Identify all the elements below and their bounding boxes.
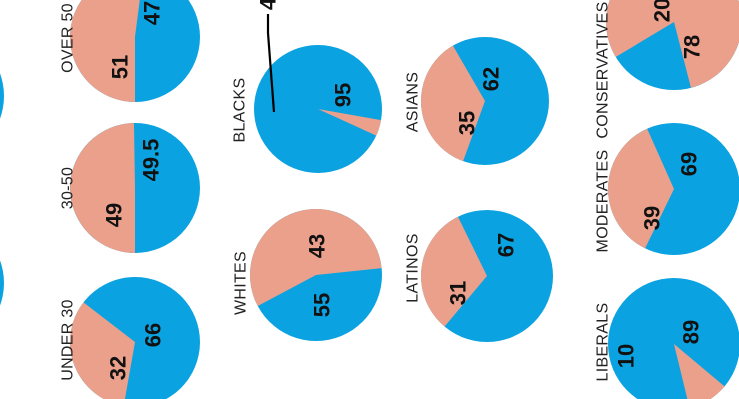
value-label-blue: 49.5	[139, 139, 164, 182]
category-label: 30-50	[60, 167, 77, 209]
category-label: WHITES	[233, 251, 250, 315]
value-label-salmon: 31	[446, 281, 471, 305]
partial-pie-1	[0, 73, 4, 119]
pie-slice-salmon	[70, 302, 135, 399]
pie-slice-salmon	[608, 128, 674, 249]
pie-slice-salmon	[318, 109, 382, 136]
pie-under-30: UNDER 30 66 32	[60, 277, 200, 399]
category-label: UNDER 30	[60, 299, 77, 381]
pie-slice-blue	[608, 278, 739, 399]
partial-pie-2	[0, 260, 4, 306]
value-label-blue: 47.	[140, 0, 165, 25]
pie-slice-salmon	[70, 123, 135, 253]
pie-asians: ASIANS 62 35	[405, 37, 549, 165]
pie-over-50: OVER 50 47. 51	[60, 0, 200, 102]
pie-slice-salmon	[420, 45, 485, 162]
pie-slice-salmon	[421, 216, 487, 327]
value-label-salmon: 49	[102, 203, 127, 227]
category-label: LATINOS	[405, 233, 422, 302]
value-label-blue: 69	[677, 152, 702, 176]
value-label-blue: 89	[679, 320, 704, 344]
pie-blacks: BLACKS 95 4	[232, 0, 382, 173]
value-label-blue: 67	[494, 233, 519, 257]
category-label: OVER 50	[60, 3, 77, 73]
category-label: MODERATES	[595, 150, 612, 253]
pie-slice-salmon	[674, 344, 725, 399]
value-label-salmon: 55	[310, 293, 335, 317]
value-label-blue: 20	[650, 0, 675, 22]
pie-slice-salmon	[606, 0, 739, 88]
value-label-salmon: 35	[455, 111, 480, 135]
pie-whites: WHITES 43 55	[233, 208, 382, 341]
category-label: BLACKS	[232, 78, 249, 143]
category-label: LIBERALS	[595, 303, 612, 382]
value-label-blue: 66	[141, 323, 166, 347]
pie-latinos: LATINOS 67 31	[405, 210, 553, 342]
value-label-salmon: 32	[106, 356, 131, 380]
pie-slice-salmon	[249, 208, 382, 306]
pie-moderates: MODERATES 69 39	[595, 123, 739, 255]
pie-slice-salmon	[70, 0, 140, 102]
pie-30-50: 30-50 49.5 49	[60, 123, 200, 253]
value-label-salmon: 78	[680, 35, 705, 59]
value-label-blue: 62	[479, 67, 504, 91]
value-label-salmon: 4	[256, 0, 281, 10]
value-label-salmon: 10	[614, 344, 639, 368]
value-label-salmon: 51	[108, 55, 133, 79]
pie-liberals: LIBERALS 89 10	[595, 278, 739, 399]
value-label-blue: 43	[305, 234, 330, 258]
category-label: ASIANS	[405, 72, 422, 133]
leader-line	[266, 32, 276, 113]
value-label-salmon: 39	[640, 206, 665, 230]
value-label-blue: 95	[331, 83, 356, 107]
category-label: CONSERVATIVES	[595, 1, 612, 138]
